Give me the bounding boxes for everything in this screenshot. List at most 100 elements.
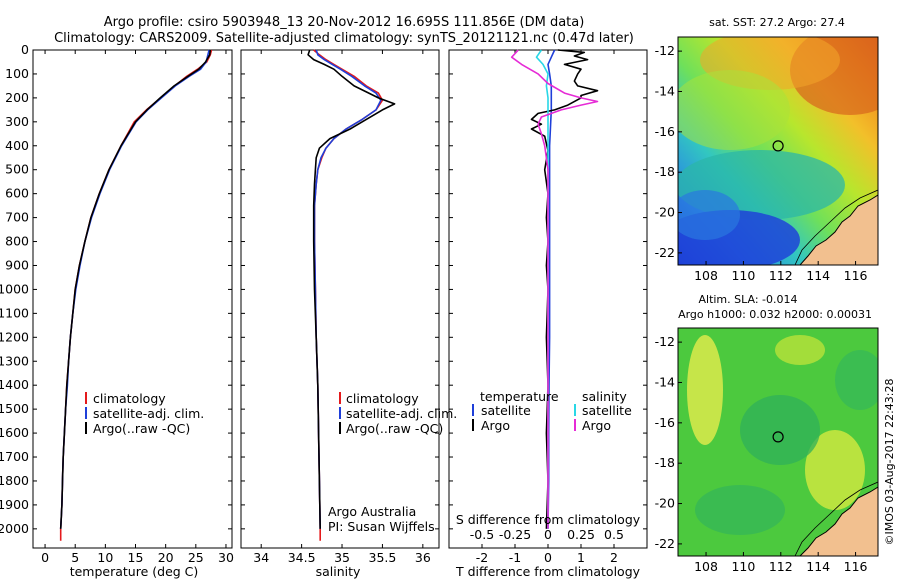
sst-bathymetry [794,189,878,265]
depth-tick-label: 0 [21,42,29,57]
temperature-xlabel: temperature (deg C) [70,564,199,579]
legend-label-t-argo: Argo [481,418,510,433]
sst-map-axes: 108 110 112 114 116 -12 -14 -16 -18 -20 -22 [655,43,868,283]
sst-cold-patch [678,190,740,240]
salinity-x-axis: 34 34.5 35 35.5 36 [253,50,431,565]
x-tick-label-secondary: 0.5 [604,527,624,542]
x-tick-label: 10 [97,550,113,565]
x-tick-label: -1 [509,550,521,565]
depth-tick-label: 1900 [0,497,29,512]
x-tick-label: 35.5 [369,550,397,565]
map-y-tick-label: -12 [655,334,675,349]
sla-map-title-1: Altim. SLA: -0.014 [698,293,797,306]
map-x-tick-label: 112 [769,268,793,283]
map-y-tick-label: -22 [655,536,675,551]
depth-tick-label: 1200 [0,329,29,344]
sla-map-frame [677,327,879,557]
map-x-tick-label: 108 [694,559,718,574]
depth-tick-label: 1700 [0,449,29,464]
legend-label-climatology: climatology [346,391,419,406]
x-tick-label: 0 [41,550,49,565]
series-line [313,49,382,529]
map-x-tick-label: 114 [806,268,830,283]
map-x-tick-label: 110 [731,268,755,283]
x-tick-label: 20 [158,550,174,565]
difference-series [510,49,599,529]
title-line-1: Argo profile: csiro 5903948_13 20-Nov-20… [104,15,585,30]
series-line [530,49,599,529]
map-y-tick-label: -20 [655,496,675,511]
title-line-2: Climatology: CARS2009. Satellite-adjuste… [54,31,634,46]
x-tick-label: 25 [188,550,204,565]
x-tick-label: 34 [253,550,269,565]
legend-label-satellite-adj: satellite-adj. clim. [346,406,457,421]
x-tick-label-secondary: 0 [544,527,552,542]
temperature-legend: climatology satellite-adj. clim. Argo(..… [85,391,204,436]
depth-tick-label: 1500 [0,401,29,416]
map-y-tick-label: -18 [655,455,675,470]
pi-text: PI: Susan Wijffels [328,519,435,534]
x-tick-label: 36 [415,550,431,565]
difference-xlabel-top: S difference from climatology [456,512,641,527]
depth-tick-label: 100 [5,66,29,81]
map-y-tick-label: -14 [655,83,675,98]
map-x-tick-label: 108 [694,268,718,283]
sla-map [678,328,878,556]
sst-map-title: sat. SST: 27.2 Argo: 27.4 [709,16,845,29]
series-line [59,49,213,541]
difference-xlabel: T difference from climatology [455,564,641,579]
temperature-x-axis: 0 5 10 15 20 25 30 [41,50,234,565]
depth-tick-label: 1600 [0,425,29,440]
series-line [510,49,599,529]
map-x-tick-label: 114 [806,559,830,574]
depth-tick-label: 2000 [0,521,29,536]
x-tick-label: 2 [610,550,618,565]
x-tick-label: 34.5 [288,550,316,565]
legend-label-t-satellite: satellite [481,403,531,418]
temperature-panel [32,49,233,549]
sla-bathymetry [794,481,878,556]
x-tick-label: 1 [577,550,585,565]
legend-header-temperature: temperature [480,389,559,404]
depth-tick-label: 1100 [0,305,29,320]
map-y-tick-label: -12 [655,43,675,58]
depth-tick-label: 1300 [0,353,29,368]
depth-tick-label: 500 [5,162,29,177]
legend-label-satellite-adj: satellite-adj. clim. [93,406,204,421]
legend-label-climatology: climatology [93,391,166,406]
depth-tick-label: 900 [5,257,29,272]
map-x-tick-label: 116 [844,559,868,574]
map-y-tick-label: -20 [655,205,675,220]
sla-high-patch [687,335,723,445]
sst-mid-patch [678,70,790,150]
depth-tick-label: 1400 [0,377,29,392]
depth-tick-label: 200 [5,90,29,105]
map-x-tick-label: 112 [769,559,793,574]
x-tick-label-secondary: 0.25 [567,527,595,542]
salinity-series [307,49,396,541]
legend-label-argo: Argo(..raw -QC) [93,421,190,436]
sst-coastline [799,194,878,265]
legend-label-s-argo: Argo [582,418,611,433]
map-y-tick-label: -18 [655,164,675,179]
timestamp-stamp: ©IMOS 03-Aug-2017 22:43:28 [883,379,896,546]
salinity-legend: climatology satellite-adj. clim. Argo(..… [328,391,457,534]
x-tick-label-secondary: -0.5 [470,527,494,542]
legend-label-s-satellite: satellite [582,403,632,418]
x-tick-label: 35 [334,550,350,565]
x-tick-label: 0 [544,550,552,565]
sla-map-title-2: Argo h1000: 0.032 h2000: 0.00031 [678,308,872,321]
depth-tick-label: 300 [5,114,29,129]
legend-label-argo: Argo(..raw -QC) [346,421,443,436]
map-y-tick-label: -22 [655,245,675,260]
depth-tick-label: 400 [5,138,29,153]
credit-text: Argo Australia [328,504,416,519]
depth-tick-label: 600 [5,186,29,201]
series-line [313,49,384,541]
series-line [547,49,556,529]
depth-tick-label: 1800 [0,473,29,488]
salinity-xlabel: salinity [316,564,361,579]
sla-argo-marker [772,431,784,443]
depth-axis: 0 100 200 300 400 500 600 700 800 900 1000 1100 1200… [0,42,647,536]
series-line [59,49,212,529]
